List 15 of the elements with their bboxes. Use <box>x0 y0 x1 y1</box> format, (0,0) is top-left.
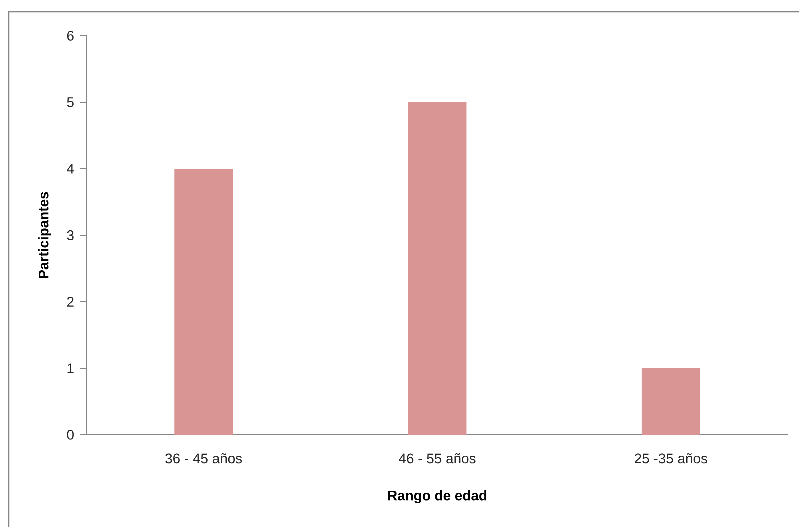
y-tick-label: 6 <box>67 31 74 41</box>
bar <box>174 168 234 435</box>
bar <box>642 368 700 435</box>
y-tick-label: 0 <box>67 430 74 440</box>
y-tick-label: 3 <box>67 230 74 240</box>
y-axis-title: Participantes <box>38 192 52 278</box>
y-tick-label: 2 <box>67 297 74 307</box>
y-tick-label: 4 <box>67 164 74 174</box>
bar <box>408 102 467 435</box>
x-tick-label: 25 -35 años <box>635 453 708 464</box>
x-tick-label: 36 - 45 años <box>166 453 242 464</box>
x-axis-title: Rango de edad <box>388 490 487 504</box>
x-tick-label: 46 - 55 años <box>399 453 476 464</box>
y-tick-label: 1 <box>68 364 74 374</box>
y-tick-label: 5 <box>67 98 74 108</box>
